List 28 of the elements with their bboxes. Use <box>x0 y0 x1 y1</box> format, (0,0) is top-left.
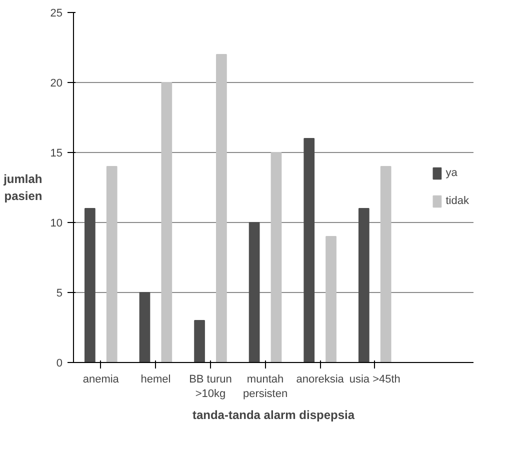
bar <box>270 152 282 362</box>
bar <box>358 208 370 362</box>
bar <box>248 222 260 362</box>
y-tick-label: 25 <box>50 8 63 20</box>
bar <box>139 292 150 362</box>
x-tick-label: anemia <box>82 374 120 386</box>
legend-label: tidak <box>446 195 469 207</box>
bar <box>106 166 118 362</box>
bar <box>380 166 392 362</box>
bar <box>161 82 172 362</box>
y-tick-label: 5 <box>56 288 63 300</box>
x-tick-label: BB turun >10kg <box>189 374 232 400</box>
bar <box>216 54 227 362</box>
bar <box>194 320 205 362</box>
legend-label: ya <box>446 167 458 179</box>
y-tick-label: 0 <box>56 358 63 370</box>
bar <box>84 208 96 362</box>
y-tick-label: 20 <box>50 78 63 90</box>
y-tick-label: 10 <box>50 218 63 230</box>
x-tick-label: anoreksia <box>296 374 345 386</box>
x-tick-label: muntah persisten <box>242 374 288 400</box>
x-axis-title: tanda-tanda alarm dispepsia <box>192 408 355 422</box>
bar <box>326 236 336 362</box>
x-tick-label: usia >45th <box>349 374 400 386</box>
y-axis-title: jumlah pasien <box>2 172 42 203</box>
x-tick-label: hemel <box>140 374 171 386</box>
bar <box>304 138 315 362</box>
y-tick-label: 15 <box>50 148 63 160</box>
